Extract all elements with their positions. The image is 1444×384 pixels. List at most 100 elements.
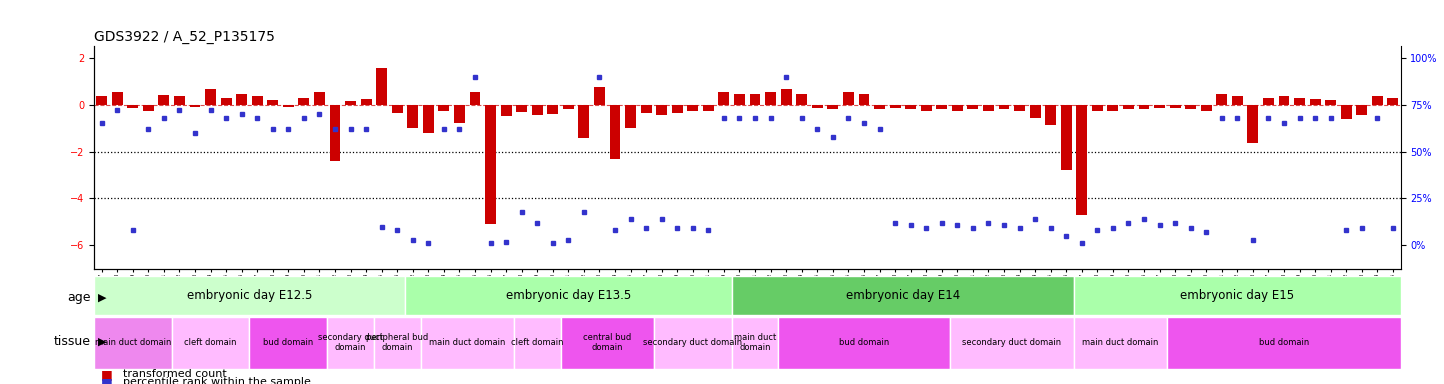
Bar	[1248, 105, 1258, 143]
Text: embryonic day E15: embryonic day E15	[1180, 289, 1294, 302]
Bar	[329, 105, 341, 161]
Bar	[593, 87, 605, 105]
Text: embryonic day E14: embryonic day E14	[846, 289, 960, 302]
Bar	[251, 96, 263, 105]
Bar	[749, 94, 761, 105]
Bar	[127, 105, 139, 108]
Bar	[485, 105, 497, 224]
Bar	[890, 105, 901, 108]
Bar	[732, 276, 1074, 315]
Text: tissue: tissue	[53, 335, 91, 348]
Bar	[1232, 96, 1243, 105]
Bar	[1076, 105, 1087, 215]
Text: ■: ■	[101, 368, 113, 381]
Bar	[1108, 105, 1118, 111]
Bar	[1074, 276, 1401, 315]
Bar	[94, 317, 172, 369]
Bar	[97, 96, 107, 105]
Bar	[94, 276, 404, 315]
Bar	[1264, 98, 1274, 105]
Bar	[205, 89, 217, 105]
Bar	[905, 105, 915, 109]
Bar	[1388, 98, 1398, 105]
Bar	[1216, 94, 1227, 105]
Text: embryonic day E12.5: embryonic day E12.5	[186, 289, 312, 302]
Text: ▶: ▶	[98, 293, 107, 303]
Bar	[967, 105, 978, 109]
Bar	[1326, 100, 1336, 105]
Bar	[921, 105, 931, 111]
Bar	[514, 317, 560, 369]
Bar	[345, 101, 357, 105]
Bar	[796, 94, 807, 105]
Bar	[656, 105, 667, 115]
Text: secondary duct domain: secondary duct domain	[962, 338, 1061, 347]
Bar	[111, 92, 123, 105]
Bar	[560, 317, 654, 369]
Bar	[734, 94, 745, 105]
Bar	[328, 317, 374, 369]
Bar	[1201, 105, 1212, 111]
Text: ■: ■	[101, 376, 113, 384]
Bar	[950, 317, 1074, 369]
Bar	[172, 317, 250, 369]
Text: main duct domain: main duct domain	[94, 338, 170, 347]
Bar	[283, 105, 293, 107]
Bar	[374, 317, 420, 369]
Bar	[1170, 105, 1181, 108]
Bar	[391, 105, 403, 113]
Bar	[625, 105, 635, 128]
Text: transformed count: transformed count	[123, 369, 227, 379]
Bar	[983, 105, 993, 111]
Text: central bud
domain: central bud domain	[583, 333, 631, 353]
Bar	[732, 317, 778, 369]
Text: ▶: ▶	[98, 337, 107, 347]
Bar	[641, 105, 651, 113]
Bar	[703, 105, 713, 111]
Bar	[313, 92, 325, 105]
Bar	[1341, 105, 1352, 119]
Text: main duct domain: main duct domain	[429, 338, 505, 347]
Bar	[609, 105, 621, 159]
Text: secondary duct
domain: secondary duct domain	[318, 333, 383, 353]
Bar	[407, 105, 419, 128]
Bar	[719, 92, 729, 105]
Bar	[361, 99, 371, 105]
Bar	[579, 105, 589, 137]
Bar	[1372, 96, 1383, 105]
Bar	[1014, 105, 1025, 111]
Bar	[1186, 105, 1196, 109]
Bar	[221, 98, 231, 105]
Text: main duct
domain: main duct domain	[734, 333, 777, 353]
Bar	[1154, 105, 1165, 108]
Bar	[781, 89, 791, 105]
Text: bud domain: bud domain	[1259, 338, 1310, 347]
Bar	[874, 105, 885, 109]
Bar	[237, 94, 247, 105]
Bar	[827, 105, 839, 109]
Bar	[420, 317, 514, 369]
Bar	[143, 105, 153, 111]
Bar	[159, 95, 169, 105]
Bar	[173, 96, 185, 105]
Bar	[1294, 98, 1305, 105]
Bar	[1030, 105, 1041, 118]
Bar	[778, 317, 950, 369]
Text: cleft domain: cleft domain	[185, 338, 237, 347]
Text: bud domain: bud domain	[839, 338, 890, 347]
Bar	[189, 105, 201, 107]
Text: GDS3922 / A_52_P135175: GDS3922 / A_52_P135175	[94, 30, 274, 44]
Bar	[1045, 105, 1056, 125]
Bar	[453, 105, 465, 123]
Text: cleft domain: cleft domain	[511, 338, 563, 347]
Bar	[998, 105, 1009, 109]
Bar	[671, 105, 683, 113]
Bar	[1310, 99, 1321, 105]
Bar	[517, 105, 527, 112]
Bar	[843, 92, 853, 105]
Bar	[952, 105, 963, 111]
Bar	[250, 317, 328, 369]
Bar	[404, 276, 732, 315]
Bar	[299, 98, 309, 105]
Text: peripheral bud
domain: peripheral bud domain	[367, 333, 429, 353]
